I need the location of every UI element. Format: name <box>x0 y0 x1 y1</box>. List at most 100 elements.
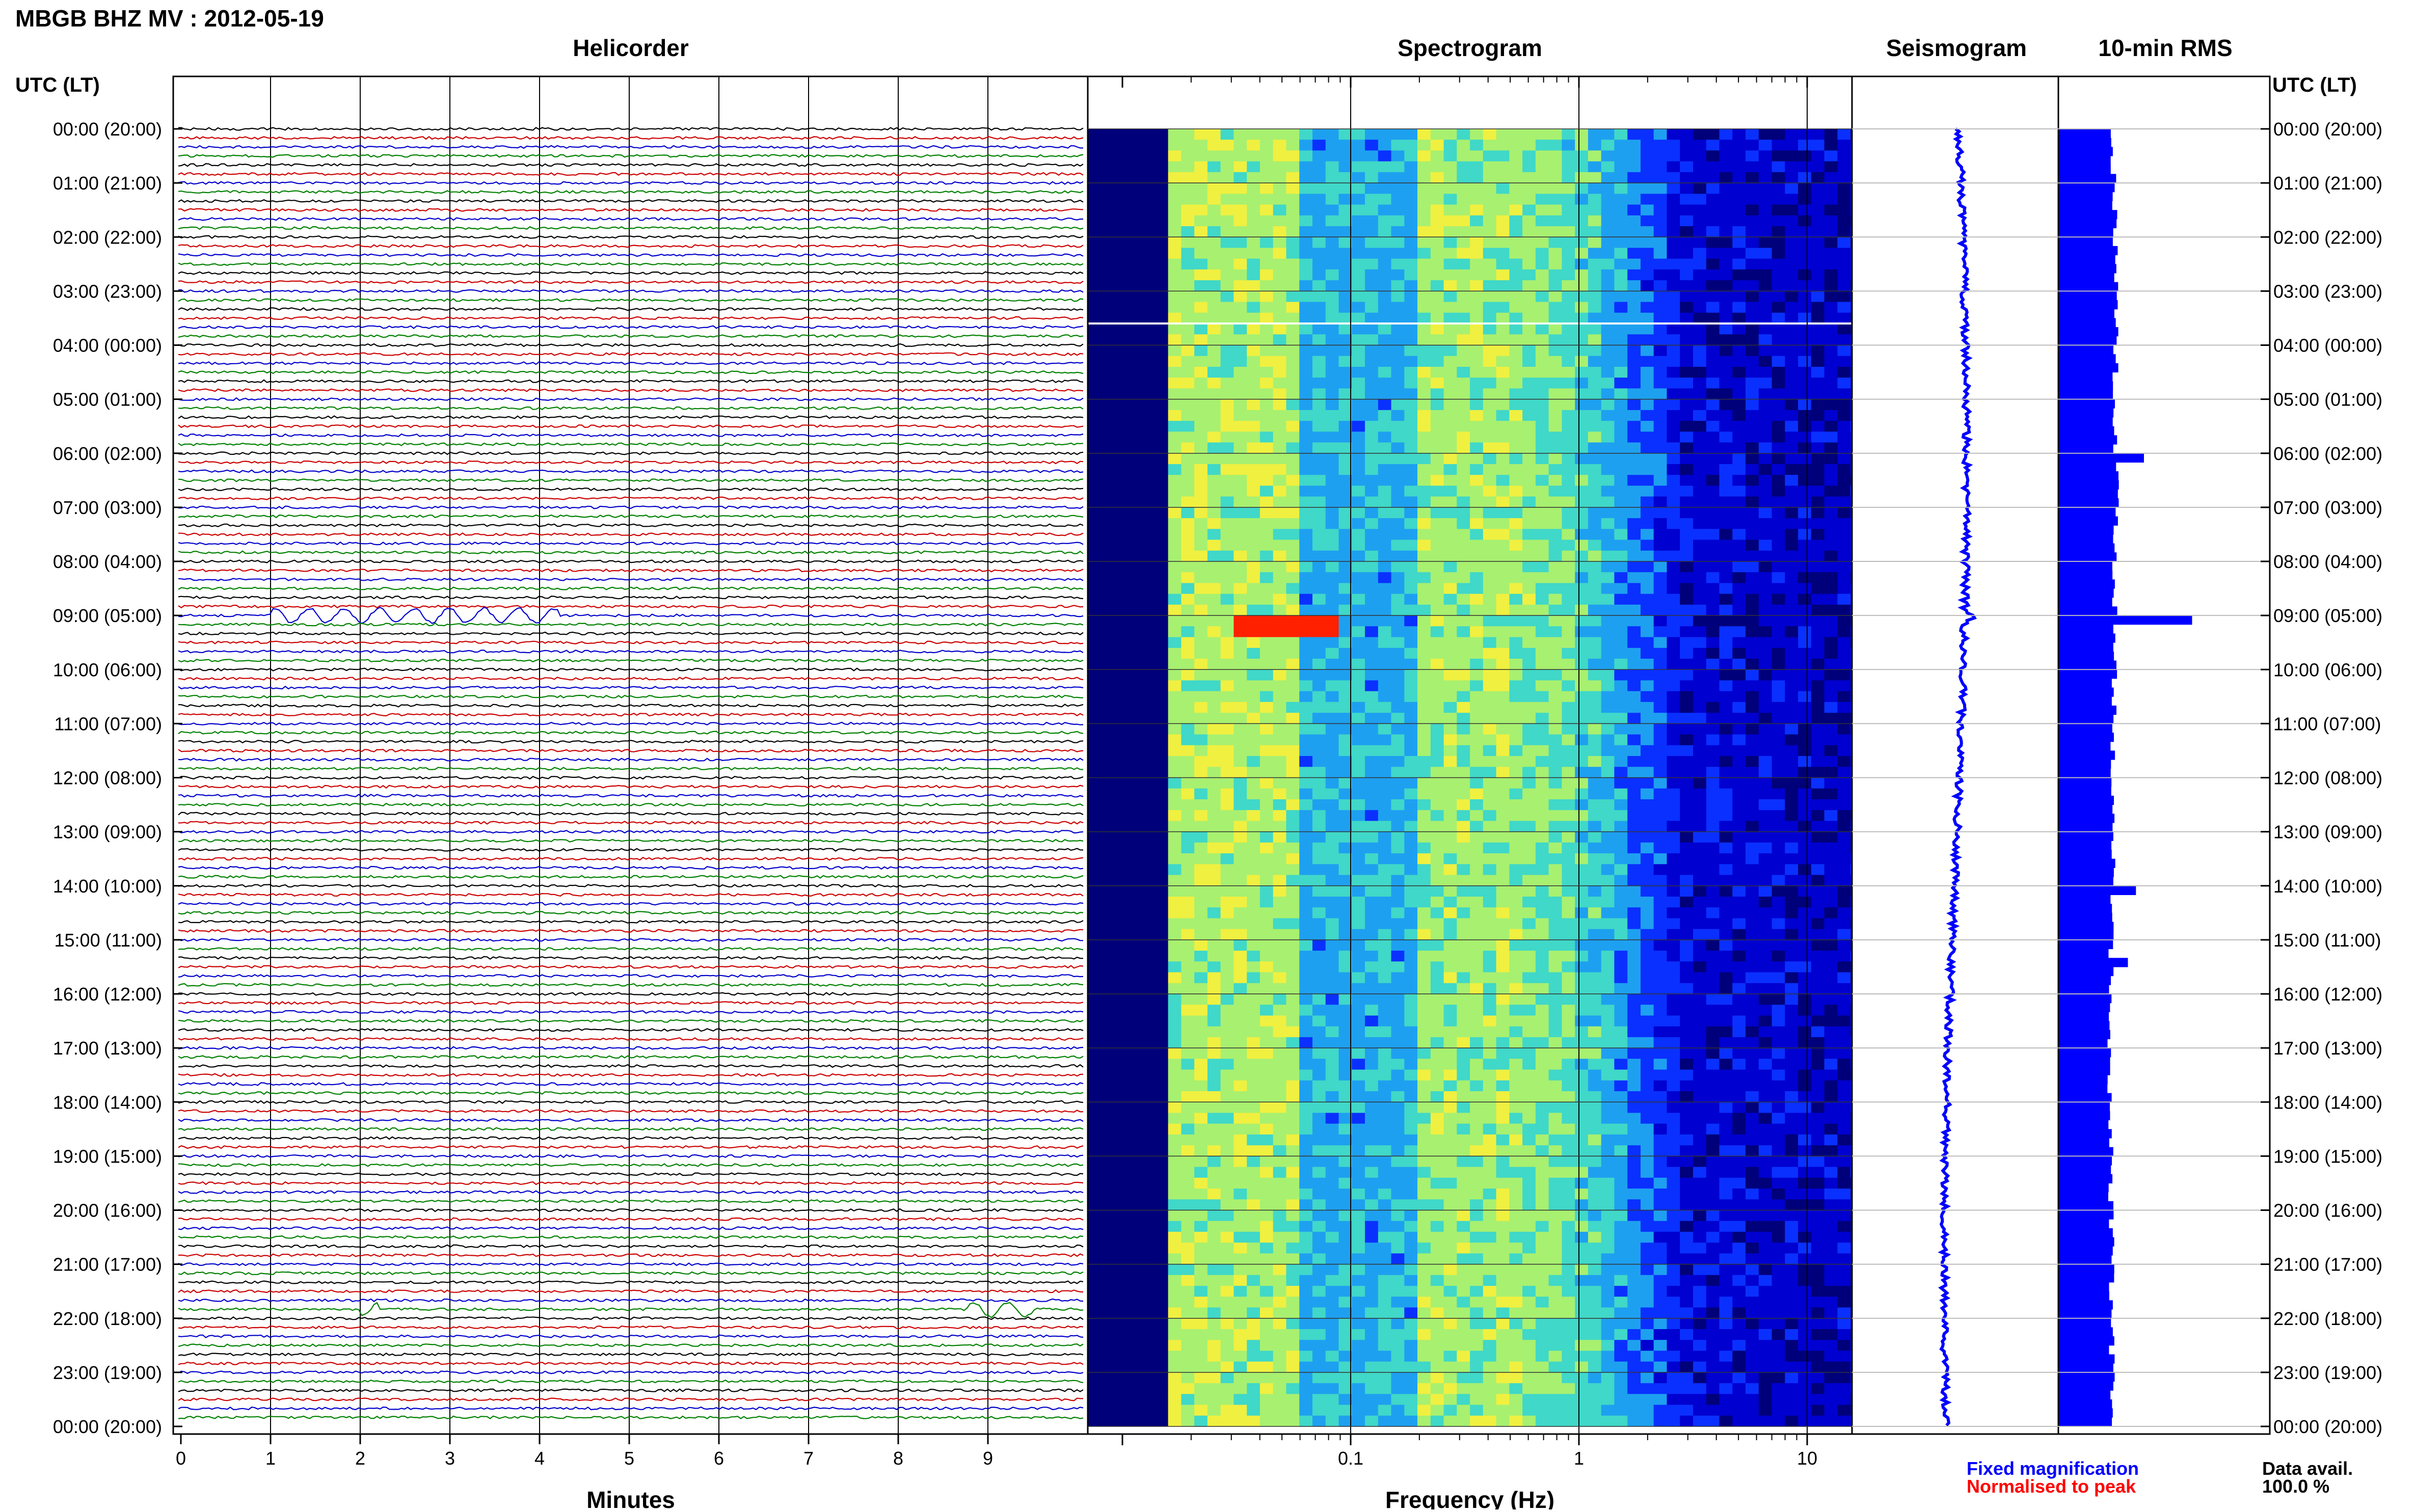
spectrogram-cell <box>1221 269 1234 281</box>
spectrogram-cell <box>1601 377 1615 389</box>
spectrogram-cell <box>1444 161 1457 173</box>
helicorder-panel <box>178 76 1083 1434</box>
spectrogram-cell <box>1286 615 1299 627</box>
spectrogram-cell <box>1864 377 1877 389</box>
spectrogram-cell <box>1457 507 1470 519</box>
spectrogram-cell <box>1720 767 1733 778</box>
spectrogram-cell <box>1470 129 1483 140</box>
spectrogram-cell <box>1746 951 1759 962</box>
spectrogram-cell <box>1352 875 1365 886</box>
spectrogram-cell <box>1496 475 1510 486</box>
spectrogram-cell <box>1509 778 1522 789</box>
spectrogram-cell <box>1627 681 1641 692</box>
spectrogram-cell <box>1260 572 1273 583</box>
spectrogram-cell <box>1942 129 1955 140</box>
spectrogram-cell <box>1641 518 1654 529</box>
spectrogram-cell <box>1431 497 1444 508</box>
spectrogram-cell <box>1378 810 1391 821</box>
spectrogram-cell <box>1194 659 1208 670</box>
spectrogram-cell <box>1536 648 1549 659</box>
spectrogram-cell <box>1588 540 1601 551</box>
spectrogram-cell <box>1457 150 1470 161</box>
spectrogram-cell <box>1720 443 1733 454</box>
spectrogram-cell <box>1326 399 1339 411</box>
spectrogram-cell <box>1732 205 1746 216</box>
spectrogram-cell <box>1824 713 1838 724</box>
spectrogram-cell <box>1457 269 1470 281</box>
spectrogram-cell <box>1680 399 1693 411</box>
spectrogram-cell <box>1470 367 1483 378</box>
spectrogram-cell <box>1798 756 1811 767</box>
spectrogram-cell <box>1916 864 1929 875</box>
spectrogram-cell <box>1457 778 1470 789</box>
spectrogram-cell <box>1549 443 1562 454</box>
spectrogram-cell <box>1168 507 1182 519</box>
spectrogram-cell <box>1326 475 1339 486</box>
spectrogram-cell <box>1627 843 1641 854</box>
spectrogram-cell <box>1181 810 1194 821</box>
spectrogram-cell <box>1732 832 1746 843</box>
spectrogram-cell <box>1339 897 1352 908</box>
spectrogram-cell <box>1811 583 1824 595</box>
spectrogram-cell <box>1483 832 1496 843</box>
spectrogram-cell <box>1273 983 1286 994</box>
spectrogram-cell <box>1680 561 1693 573</box>
spectrogram-cell <box>1365 875 1378 886</box>
spectrogram-cell <box>1221 843 1234 854</box>
spectrogram-cell <box>1391 323 1405 335</box>
spectrogram-cell <box>1785 669 1798 681</box>
spectrogram-cell <box>1811 756 1824 767</box>
spectrogram-cell <box>1286 377 1299 389</box>
spectrogram-cell <box>1208 929 1221 940</box>
spectrogram-cell <box>1444 723 1457 735</box>
spectrogram-cell <box>1339 540 1352 551</box>
spectrogram-cell <box>1417 767 1431 778</box>
spectrogram-cell <box>1614 832 1627 843</box>
spectrogram-cell <box>1824 475 1838 486</box>
spectrogram-cell <box>1706 485 1720 497</box>
spectrogram-cell <box>1549 789 1562 800</box>
spectrogram-cell <box>1509 681 1522 692</box>
spectrogram-cell <box>1339 723 1352 735</box>
spectrogram-cell <box>1772 313 1785 324</box>
spectrogram-cell <box>1299 973 1312 984</box>
spectrogram-cell <box>1312 464 1326 475</box>
spectrogram-cell <box>1233 172 1247 183</box>
spectrogram-cell <box>1483 367 1496 378</box>
spectrogram-cell <box>1942 215 1955 227</box>
spectrogram-cell <box>1798 215 1811 227</box>
spectrogram-cell <box>1299 864 1312 875</box>
spectrogram-cell <box>1273 443 1286 454</box>
spectrogram-cell <box>1562 897 1575 908</box>
spectrogram-cell <box>1168 367 1182 378</box>
helicorder-trace <box>178 596 1083 599</box>
spectrogram-cell <box>1706 853 1720 865</box>
helicorder-trace <box>178 632 1083 635</box>
spectrogram-cell <box>1641 529 1654 540</box>
spectrogram-cell <box>1890 529 1903 540</box>
helicorder-trace <box>178 623 1083 626</box>
spectrogram-cell <box>1522 735 1536 746</box>
spectrogram-cell <box>1720 756 1733 767</box>
spectrogram-cell <box>1339 940 1352 951</box>
spectrogram-cell <box>1680 129 1693 140</box>
spectrogram-cell <box>1299 907 1312 919</box>
spectrogram-cell <box>1457 540 1470 551</box>
spectrogram-cell <box>1680 735 1693 746</box>
spectrogram-cell <box>1457 940 1470 951</box>
spectrogram-cell <box>1877 356 1890 367</box>
spectrogram-cell <box>1785 518 1798 529</box>
spectrogram-cell <box>1549 248 1562 259</box>
spectrogram-cell <box>1654 929 1667 940</box>
spectrogram-cell <box>1168 410 1182 421</box>
spectrogram-cell <box>1732 767 1746 778</box>
spectrogram-cell <box>1772 280 1785 291</box>
spectrogram-cell <box>1627 864 1641 875</box>
spectrogram-cell <box>1654 453 1667 465</box>
spectrogram-cell <box>1680 940 1693 951</box>
helicorder-trace <box>178 821 1083 824</box>
spectrogram-cell <box>1352 681 1365 692</box>
spectrogram-cell <box>1431 421 1444 432</box>
spectrogram-cell <box>1194 864 1208 875</box>
helicorder-trace <box>178 1317 1083 1319</box>
